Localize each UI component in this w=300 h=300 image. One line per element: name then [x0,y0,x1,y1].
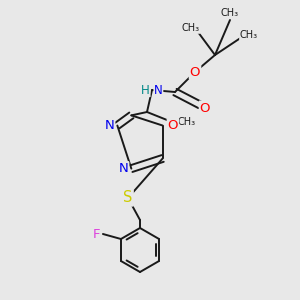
Text: CH₃: CH₃ [240,30,258,40]
Text: O: O [190,65,200,79]
Text: CH₃: CH₃ [221,8,239,18]
Text: N: N [118,162,128,175]
Text: N: N [105,119,114,132]
Text: N: N [154,83,163,97]
Text: O: O [168,119,178,132]
Text: H: H [141,83,150,97]
Text: CH₃: CH₃ [178,117,196,127]
Text: O: O [200,101,210,115]
Text: F: F [92,227,100,241]
Text: S: S [123,190,133,206]
Text: CH₃: CH₃ [182,23,200,33]
